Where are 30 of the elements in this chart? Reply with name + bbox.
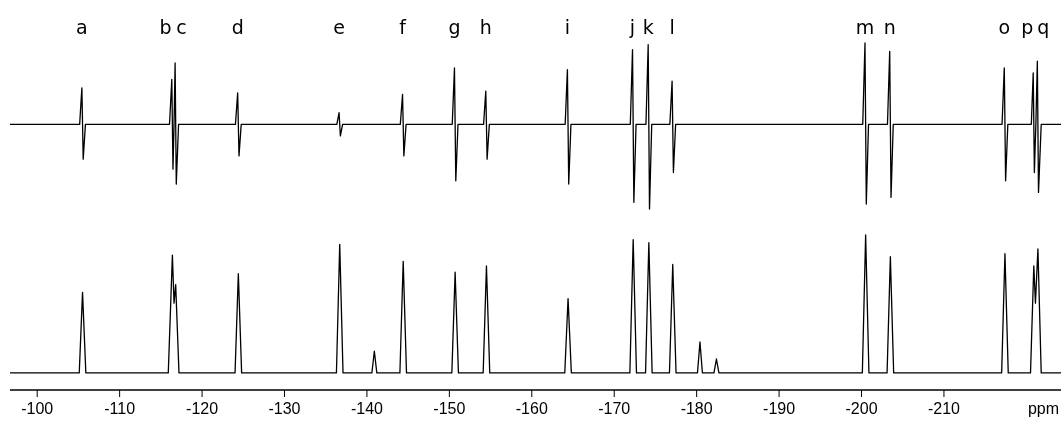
text: d bbox=[231, 16, 244, 38]
text: e bbox=[333, 16, 345, 38]
x-tick-label: -140 bbox=[350, 400, 384, 417]
text: o bbox=[998, 16, 1011, 38]
x-tick-label: -180 bbox=[680, 400, 713, 417]
text: g bbox=[448, 16, 461, 38]
text: i bbox=[564, 16, 571, 38]
text: b bbox=[159, 16, 172, 38]
text: l bbox=[669, 16, 675, 38]
text: n bbox=[883, 16, 896, 38]
x-tick-label: -110 bbox=[104, 400, 136, 417]
text: m bbox=[855, 16, 875, 38]
x-tick-label: -160 bbox=[515, 400, 548, 417]
text: f bbox=[399, 16, 408, 38]
x-tick-label: -200 bbox=[845, 400, 878, 417]
text: j bbox=[628, 16, 635, 38]
x-tick-label: -120 bbox=[186, 400, 219, 417]
text: k bbox=[642, 16, 654, 38]
text: h bbox=[479, 16, 492, 38]
x-tick-label: -100 bbox=[21, 400, 54, 417]
x-tick-label: -210 bbox=[927, 400, 961, 417]
x-tick-label: -190 bbox=[763, 400, 796, 417]
text: c bbox=[176, 16, 187, 38]
x-tick-label: -170 bbox=[598, 400, 631, 417]
text: q bbox=[1037, 16, 1050, 38]
x-tick-label: -150 bbox=[433, 400, 466, 417]
text: p bbox=[1021, 16, 1034, 38]
text: a bbox=[76, 16, 88, 38]
x-axis-title: ppm bbox=[1027, 400, 1059, 417]
x-tick-label: -130 bbox=[268, 400, 301, 417]
